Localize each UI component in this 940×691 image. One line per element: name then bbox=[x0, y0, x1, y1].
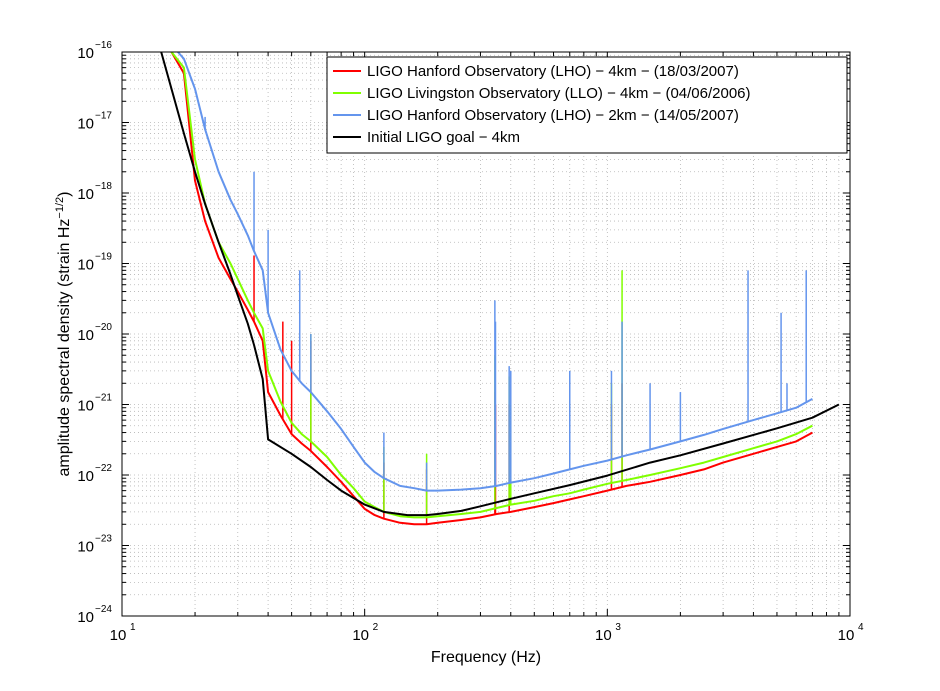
y-tick-label: 10 bbox=[77, 257, 94, 274]
x-tick-label: 10 bbox=[110, 627, 127, 644]
legend-label: Initial LIGO goal − 4km bbox=[367, 129, 520, 146]
y-tick-label: 10 bbox=[77, 186, 94, 203]
y-tick-label-exp: −24 bbox=[95, 604, 112, 615]
y-tick-label: 10 bbox=[77, 327, 94, 344]
series-3 bbox=[160, 52, 840, 517]
legend-items: LIGO Hanford Observatory (LHO) − 4km − (… bbox=[333, 63, 751, 146]
legend-label: LIGO Livingston Observatory (LLO) − 4km … bbox=[367, 85, 751, 102]
legend-item: LIGO Livingston Observatory (LLO) − 4km … bbox=[333, 85, 751, 102]
y-tick-label-exp: −20 bbox=[95, 322, 112, 333]
y-tick-label: 10 bbox=[77, 539, 94, 556]
legend-box bbox=[326, 56, 848, 154]
legend-label: LIGO Hanford Observatory (LHO) − 2km − (… bbox=[367, 107, 739, 124]
series-line-1 bbox=[170, 52, 813, 519]
y-axis-title-main: amplitude spectral density (strain Hz bbox=[56, 219, 73, 477]
x-tick-label-exp: 1 bbox=[130, 622, 136, 633]
y-tick-label-exp: −23 bbox=[95, 534, 112, 545]
series-line-3 bbox=[160, 52, 840, 517]
legend-item: LIGO Hanford Observatory (LHO) − 2km − (… bbox=[333, 107, 739, 124]
y-tick-label: 10 bbox=[77, 45, 94, 62]
y-tick-label-exp: −18 bbox=[95, 181, 112, 192]
x-tick-label-exp: 3 bbox=[615, 622, 621, 633]
y-tick-label-exp: −21 bbox=[95, 393, 112, 404]
y-tick-label-exp: −19 bbox=[95, 252, 112, 263]
x-tick-label-exp: 2 bbox=[373, 622, 379, 633]
x-tick-label: 10 bbox=[595, 627, 612, 644]
legend-item: LIGO Hanford Observatory (LHO) − 4km − (… bbox=[333, 63, 739, 80]
series-2 bbox=[177, 52, 813, 492]
x-tick-label: 10 bbox=[838, 627, 855, 644]
ticks bbox=[121, 51, 851, 617]
series-layer bbox=[160, 52, 840, 526]
y-tick-label: 10 bbox=[77, 398, 94, 415]
y-tick-label-exp: −17 bbox=[95, 111, 112, 122]
x-tick-label-exp: 4 bbox=[858, 622, 864, 633]
legend-item: Initial LIGO goal − 4km bbox=[333, 129, 520, 146]
x-tick-label: 10 bbox=[352, 627, 369, 644]
legend: LIGO Hanford Observatory (LHO) − 4km − (… bbox=[326, 56, 848, 154]
y-tick-label-exp: −22 bbox=[95, 463, 112, 474]
x-axis-title: Frequency (Hz) bbox=[431, 649, 541, 666]
series-line-2 bbox=[177, 52, 813, 492]
y-tick-label: 10 bbox=[77, 468, 94, 485]
y-tick-label-exp: −16 bbox=[95, 40, 112, 51]
y-tick-label: 10 bbox=[77, 116, 94, 133]
y-axis-title-exp: −1/2 bbox=[54, 197, 66, 219]
y-tick-label: 10 bbox=[77, 609, 94, 626]
series-line-0 bbox=[170, 52, 813, 526]
legend-label: LIGO Hanford Observatory (LHO) − 4km − (… bbox=[367, 63, 739, 80]
y-axis-title: amplitude spectral density (strain Hz−1/… bbox=[54, 192, 73, 477]
y-axis-title-end: ) bbox=[56, 192, 73, 197]
